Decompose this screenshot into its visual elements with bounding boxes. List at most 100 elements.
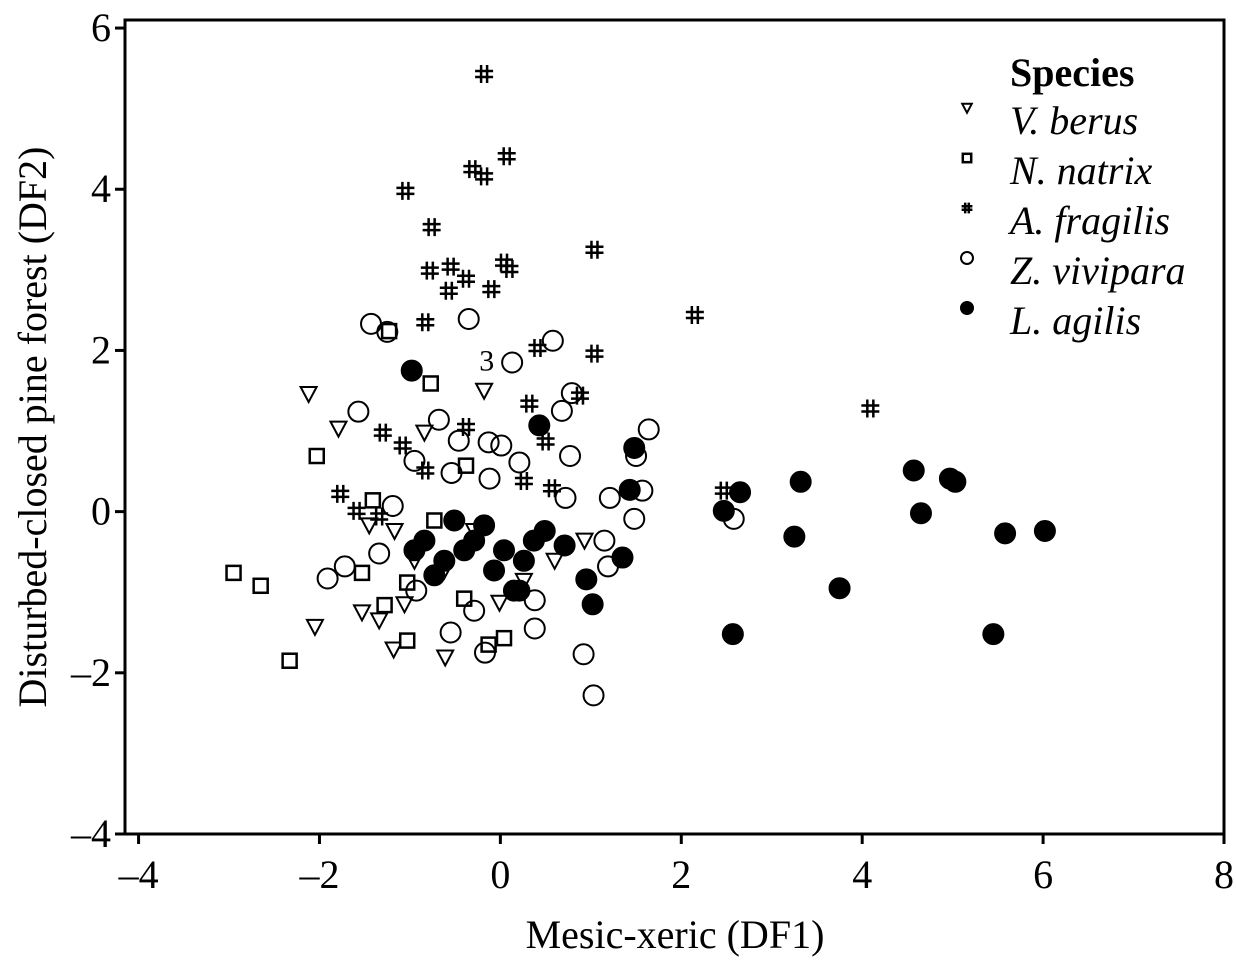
asterisk-marker	[961, 202, 973, 214]
plot-frame	[123, 18, 1226, 836]
square-marker	[422, 375, 439, 392]
open-circle-marker	[593, 529, 616, 552]
open-circle-marker	[427, 408, 450, 431]
filled-circle-marker	[528, 414, 551, 437]
square-marker	[308, 447, 326, 465]
square-marker	[380, 322, 398, 340]
asterisk-marker	[347, 501, 366, 520]
filled-circle-marker	[483, 559, 506, 582]
y-tick-label: 6	[91, 5, 111, 50]
filled-circle-marker	[944, 470, 967, 493]
asterisk-marker	[457, 269, 476, 288]
triangle-marker	[305, 618, 325, 637]
asterisk-marker	[457, 418, 476, 436]
asterisk-marker	[536, 432, 555, 451]
asterisk-marker	[370, 507, 389, 526]
series-3	[316, 308, 745, 707]
open-circle-marker	[623, 507, 646, 530]
open-circle-marker	[490, 434, 513, 457]
asterisk-marker	[514, 471, 533, 490]
filled-circle-marker	[575, 568, 598, 591]
filled-circle-marker	[982, 623, 1005, 646]
triangle-marker	[474, 382, 494, 401]
open-circle-marker	[541, 329, 564, 352]
asterisk-marker	[331, 484, 350, 503]
y-axis-title: Disturbed-closed pine forest (DF2)	[10, 147, 55, 708]
legend-label: N. natrix	[1009, 148, 1152, 193]
asterisk-marker	[528, 339, 547, 358]
open-circle-marker	[447, 429, 470, 452]
filled-circle-marker	[522, 529, 545, 552]
asterisk-marker	[422, 218, 441, 237]
series-1	[225, 322, 513, 669]
filled-circle-marker	[403, 539, 426, 562]
filled-circle-marker	[721, 623, 744, 646]
triangle-marker	[384, 522, 405, 542]
asterisk-marker	[500, 260, 519, 279]
open-circle-marker	[501, 351, 524, 374]
x-tick-label: –2	[298, 852, 339, 897]
filled-circle-marker	[492, 539, 515, 562]
asterisk-marker	[861, 399, 880, 418]
open-circle-marker	[598, 486, 621, 509]
asterisk-marker	[439, 281, 458, 300]
triangle-marker	[369, 612, 389, 631]
asterisk-marker	[373, 423, 392, 442]
square-marker	[353, 564, 371, 582]
open-circle-marker	[403, 449, 426, 472]
filled-circle-marker	[463, 529, 486, 552]
series-4	[400, 359, 1056, 646]
open-circle-marker	[439, 621, 462, 644]
asterisk-marker	[497, 147, 516, 166]
filled-circle-marker	[909, 502, 932, 525]
open-circle-marker	[474, 641, 497, 664]
filled-circle-marker	[512, 549, 535, 572]
square-marker	[252, 577, 269, 595]
y-tick-label: 2	[91, 327, 111, 372]
triangle-marker	[394, 596, 415, 615]
asterisk-marker	[585, 344, 604, 363]
asterisk-marker	[475, 64, 494, 83]
open-circle-marker	[560, 382, 583, 405]
x-tick-label: 6	[1033, 852, 1053, 897]
triangle-marker	[489, 594, 510, 613]
triangle-marker	[544, 552, 565, 571]
open-circle-marker	[440, 461, 463, 484]
asterisk-marker	[396, 181, 415, 200]
filled-circle-marker	[623, 436, 646, 459]
square-marker	[376, 596, 393, 614]
open-circle-marker	[554, 486, 577, 509]
filled-circle-marker	[712, 499, 735, 522]
legend-label: A. fragilis	[1007, 198, 1170, 243]
open-circle-marker	[477, 431, 500, 454]
legend-label: L. agilis	[1009, 298, 1141, 343]
open-circle-marker	[523, 617, 546, 640]
asterisk-marker	[542, 479, 561, 498]
triangle-marker	[328, 420, 349, 439]
filled-circle-marker	[828, 577, 851, 600]
x-tick-label: 2	[671, 852, 691, 897]
filled-circle-marker	[783, 525, 806, 548]
square-marker	[426, 512, 443, 529]
triangle-marker	[960, 102, 974, 115]
asterisk-marker	[441, 257, 460, 276]
legend-label: V. berus	[1010, 98, 1138, 143]
open-circle-marker	[463, 599, 486, 622]
square-marker	[364, 492, 382, 509]
y-tick-label: –2	[70, 650, 111, 695]
open-circle-marker	[960, 251, 974, 265]
asterisk-marker	[463, 160, 482, 179]
square-marker	[281, 652, 298, 669]
open-circle-marker	[333, 555, 356, 578]
filled-circle-marker	[508, 579, 531, 602]
open-circle-marker	[572, 643, 595, 666]
filled-circle-marker	[994, 522, 1017, 545]
open-circle-marker	[523, 589, 546, 612]
triangle-marker	[574, 532, 595, 551]
asterisk-marker	[420, 261, 439, 280]
open-circle-marker	[381, 494, 404, 517]
filled-circle-marker	[618, 478, 641, 501]
open-circle-marker	[508, 451, 531, 474]
